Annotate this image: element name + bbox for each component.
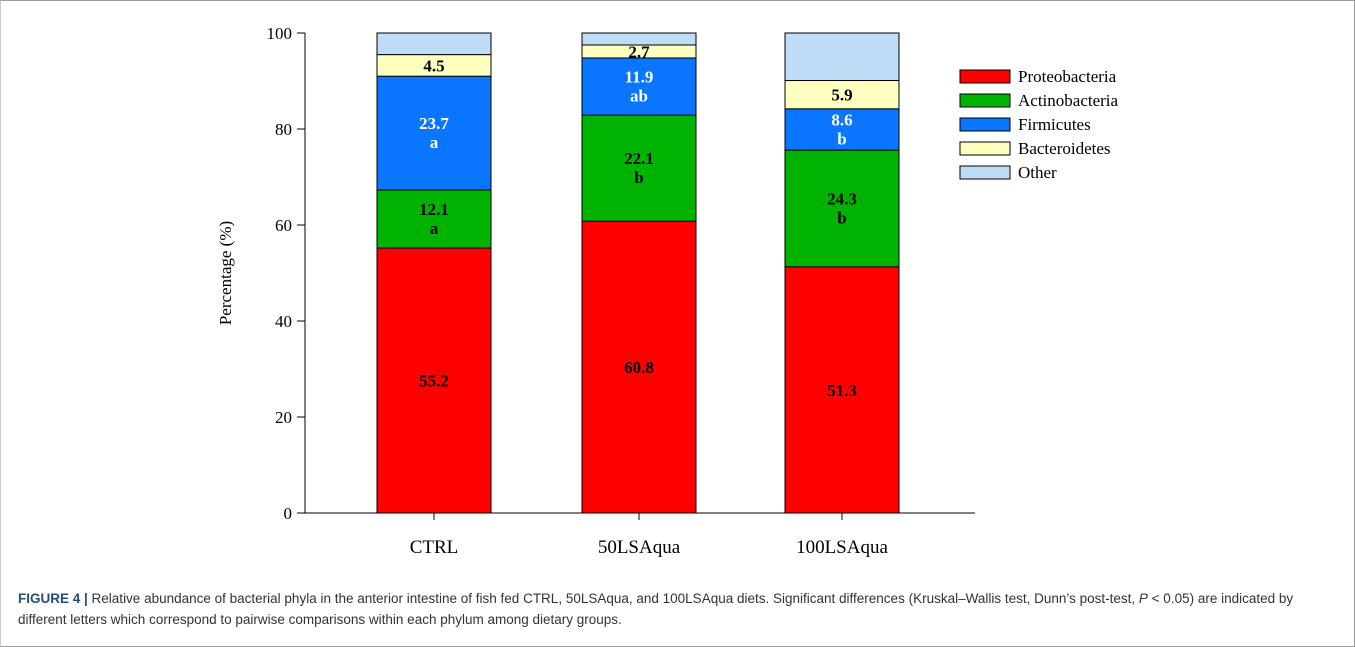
x-tick-label: 100LSAqua xyxy=(796,537,888,558)
data-label: 12.1 xyxy=(419,200,449,219)
legend: Proteobacteria Actinobacteria Firmicutes Ba… xyxy=(959,67,1119,182)
significance-letter: b xyxy=(837,129,846,148)
axes: 0 20 40 60 80 100 CTRL 50LSAqua 100LSAqua xyxy=(267,24,975,558)
legend-label: Other xyxy=(1018,163,1057,182)
y-tick-label: 60 xyxy=(275,216,292,235)
bars: 55.212.1a23.7a4.560.822.1b11.9ab2.751.32… xyxy=(376,32,900,514)
y-tick-label: 0 xyxy=(284,504,293,523)
caption-text-1: Relative abundance of bacterial phyla in… xyxy=(87,591,1139,606)
data-label: 55.2 xyxy=(419,372,449,391)
significance-letter: ab xyxy=(630,87,648,106)
data-label: 8.6 xyxy=(831,110,852,129)
bar-segment xyxy=(581,32,697,46)
bar-segment xyxy=(784,149,900,268)
legend-label: Firmicutes xyxy=(1018,115,1091,134)
bar-segment xyxy=(784,108,900,151)
data-label: 5.9 xyxy=(831,86,852,105)
figure-caption: FIGURE 4 | Relative abundance of bacteri… xyxy=(18,588,1338,630)
x-tick-label: 50LSAqua xyxy=(598,537,681,558)
data-label: 23.7 xyxy=(419,114,449,133)
y-tick-label: 20 xyxy=(275,408,292,427)
significance-letter: b xyxy=(634,168,643,187)
data-label: 51.3 xyxy=(827,381,857,400)
bar-segment xyxy=(581,57,697,116)
data-label: 22.1 xyxy=(624,149,654,168)
legend-swatch xyxy=(959,93,1011,108)
significance-letter: a xyxy=(430,219,439,238)
bar-segment xyxy=(376,189,492,249)
y-tick-label: 80 xyxy=(275,120,292,139)
legend-label: Bacteroidetes xyxy=(1018,139,1111,158)
legend-swatch xyxy=(959,141,1011,156)
legend-label: Proteobacteria xyxy=(1018,67,1117,86)
bar-segment xyxy=(784,80,900,110)
bar-segment xyxy=(581,114,697,222)
legend-swatch xyxy=(959,117,1011,132)
bar-segment xyxy=(376,247,492,514)
y-tick-label: 40 xyxy=(275,312,292,331)
data-label: 24.3 xyxy=(827,189,857,208)
legend-swatch xyxy=(959,165,1011,180)
bar-segment xyxy=(376,75,492,191)
bar-segment xyxy=(784,32,900,82)
caption-label: FIGURE 4 | xyxy=(18,591,88,606)
y-tick-label: 100 xyxy=(267,24,293,43)
stacked-bar-chart: 0 20 40 60 80 100 CTRL 50LSAqua 100LSAqua 55.2 12… xyxy=(216,24,1119,558)
significance-letter: a xyxy=(430,133,439,152)
bar-segment xyxy=(784,266,900,514)
data-label: 4.5 xyxy=(423,56,444,75)
x-tick-label: CTRL xyxy=(410,537,459,558)
significance-letter: b xyxy=(837,208,846,227)
data-label: 11.9 xyxy=(625,68,654,87)
y-axis-label: Percentage (%) xyxy=(216,221,235,325)
data-label: 2.7 xyxy=(628,42,650,61)
legend-label: Actinobacteria xyxy=(1018,91,1119,110)
caption-p-symbol: P xyxy=(1138,591,1148,606)
bar-segment xyxy=(581,220,697,514)
legend-swatch xyxy=(959,69,1011,84)
caption-text-2: < 0.05) are indicated by different lette… xyxy=(18,591,1294,627)
bar-segment xyxy=(376,32,492,56)
data-label: 60.8 xyxy=(624,358,654,377)
